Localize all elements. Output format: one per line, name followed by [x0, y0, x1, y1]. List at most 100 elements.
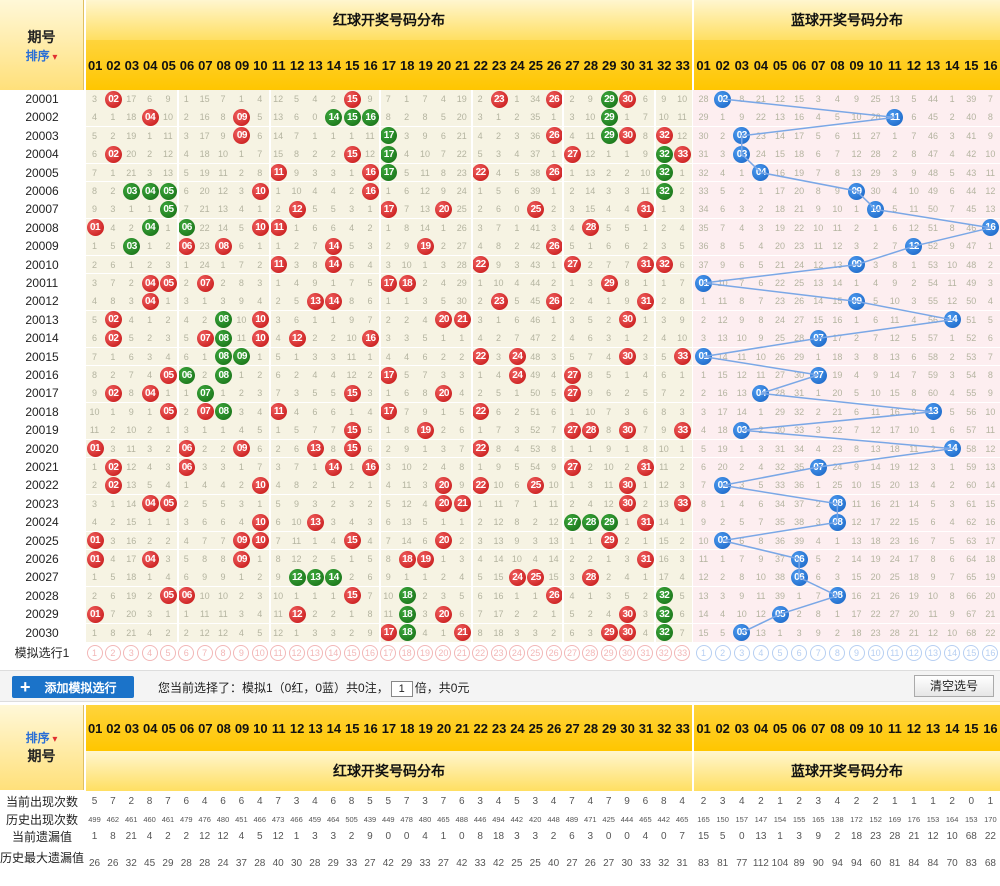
red-ball: 29	[600, 532, 618, 550]
simulate-blue-7[interactable]: 7	[810, 645, 827, 661]
red-ball: 20	[435, 495, 453, 513]
simulate-blue-8[interactable]: 8	[829, 645, 846, 661]
multiple-input[interactable]: 1	[390, 680, 413, 697]
draw-row: 20024 4 2 15 1 1 3 6 6 4 10 6 10 13 3 4 3 6 13 5 1 1 2 12 8 2 12 27…	[0, 513, 1000, 532]
simulate-red-2[interactable]: 2	[104, 645, 121, 661]
blue-miss-value: 10	[851, 112, 862, 123]
simulate-red-3[interactable]: 3	[123, 645, 140, 661]
simulate-red-21[interactable]: 21	[453, 645, 470, 661]
blue-miss-value: 15	[985, 498, 996, 509]
simulate-red-14[interactable]: 14	[325, 645, 342, 661]
stat-red-value: 0	[624, 831, 630, 842]
simulate-red-8[interactable]: 8	[215, 645, 232, 661]
simulate-red-27[interactable]: 27	[563, 645, 580, 661]
simulate-red-17[interactable]: 17	[380, 645, 397, 661]
red-ball: 10	[251, 219, 269, 237]
red-number-footer: 01 02 03 04 05 06 07 08 09 10 11 12 13 14 15 16 17 18 19 20…	[86, 705, 692, 751]
simulate-red-23[interactable]: 23	[490, 645, 507, 661]
miss-value: 26	[456, 222, 467, 233]
period-cell: 20002	[25, 110, 59, 125]
simulate-red-13[interactable]: 13	[306, 645, 323, 661]
miss-value: 2	[514, 112, 520, 123]
simulate-red-26[interactable]: 26	[545, 645, 562, 661]
simulate-red-19[interactable]: 19	[417, 645, 434, 661]
miss-value: 10	[162, 112, 173, 123]
simulate-red-22[interactable]: 22	[472, 645, 489, 661]
simulate-blue-10[interactable]: 10	[867, 645, 884, 661]
simulate-blue-11[interactable]: 11	[886, 645, 903, 661]
miss-value: 9	[367, 94, 373, 104]
simulate-red-18[interactable]: 18	[398, 645, 415, 661]
simulate-red-31[interactable]: 31	[637, 645, 654, 661]
add-simulation-row-button[interactable]: + 添加模拟选行	[12, 676, 134, 698]
simulate-red-11[interactable]: 11	[270, 645, 287, 661]
draw-row: 20006 8 2 03 04 05 6 20 12 3 10 1 10 4 4 2 16 1 6 12 9 24 1 5 6 3…	[0, 182, 1000, 200]
miss-value: 1	[312, 590, 318, 601]
period-cell: 20008	[25, 220, 59, 235]
red-row-background	[86, 292, 692, 311]
sort-toggle-bottom[interactable]: 排序	[26, 729, 58, 746]
simulate-blue-5[interactable]: 5	[772, 645, 788, 661]
blue-miss-value: 13	[985, 204, 996, 215]
blue-miss-value: 12	[698, 572, 709, 583]
simulate-red-9[interactable]: 9	[233, 645, 250, 661]
simulate-blue-12[interactable]: 12	[905, 645, 922, 661]
simulate-red-28[interactable]: 28	[582, 645, 599, 661]
miss-value: 4	[293, 278, 299, 288]
simulate-blue-3[interactable]: 3	[733, 645, 750, 661]
blue-miss-value: 5	[758, 259, 764, 270]
blue-miss-value: 9	[873, 370, 879, 380]
simulate-red-1[interactable]: 1	[86, 645, 103, 661]
miss-value: 6	[128, 351, 134, 362]
blue-miss-value: 25	[774, 333, 785, 344]
simulate-red-32[interactable]: 32	[655, 645, 672, 661]
simulate-blue-14[interactable]: 14	[944, 645, 961, 661]
simulate-blue-15[interactable]: 15	[963, 645, 980, 661]
simulate-red-16[interactable]: 16	[361, 645, 378, 661]
red-ball: 15	[343, 421, 361, 439]
blue-miss-value: 12	[774, 94, 785, 104]
miss-value: 6	[257, 130, 263, 141]
simulate-blue-2[interactable]: 2	[714, 645, 731, 661]
red-number-footer-12: 12	[289, 720, 305, 736]
simulate-red-29[interactable]: 29	[600, 645, 617, 661]
miss-value: 2	[238, 388, 244, 399]
simulate-blue-9[interactable]: 9	[848, 645, 865, 661]
red-ball: 11	[270, 256, 288, 274]
stat-red-value: 12	[272, 831, 284, 842]
simulate-blue-6[interactable]: 6	[791, 645, 808, 661]
clear-selection-button[interactable]: 清空选号	[914, 675, 994, 697]
simulate-red-33[interactable]: 33	[674, 645, 691, 661]
sort-toggle[interactable]: 排序	[26, 47, 58, 64]
red-ball: 17	[380, 274, 398, 292]
miss-value: 1	[587, 535, 593, 546]
blue-miss-value: 26	[774, 351, 785, 362]
simulate-red-12[interactable]: 12	[288, 645, 305, 661]
red-ball: 29	[600, 513, 618, 531]
simulate-red-20[interactable]: 20	[435, 645, 452, 661]
blue-miss-value: 8	[700, 498, 706, 509]
blue-miss-value: 10	[908, 425, 919, 436]
miss-value: 8	[495, 241, 501, 252]
simulate-blue-4[interactable]: 4	[752, 645, 769, 661]
simulate-red-5[interactable]: 5	[159, 645, 176, 661]
simulate-red-6[interactable]: 6	[178, 645, 195, 661]
draw-row: 20030 1 8 21 4 2 2 12 12 4 5 12 1 3 3 2 9 17 18 4 1 21 8 18 3 3 2 6…	[0, 623, 1000, 642]
blue-number-footer-08: 08	[830, 720, 845, 736]
blue-miss-value: 2	[949, 480, 955, 491]
simulate-blue-16[interactable]: 16	[982, 645, 999, 661]
simulate-red-4[interactable]: 4	[141, 645, 158, 661]
miss-value: 5	[312, 204, 318, 215]
blue-miss-value: 16	[832, 314, 843, 325]
simulate-blue-1[interactable]: 1	[695, 645, 712, 661]
miss-value: 2	[514, 609, 520, 620]
simulate-red-7[interactable]: 7	[196, 645, 213, 661]
simulate-blue-13[interactable]: 13	[925, 645, 941, 661]
simulate-red-30[interactable]: 30	[619, 645, 636, 661]
miss-value: 7	[422, 94, 428, 104]
simulate-red-25[interactable]: 25	[527, 645, 544, 661]
miss-value: 39	[530, 186, 541, 196]
simulate-red-24[interactable]: 24	[508, 645, 525, 661]
simulate-red-15[interactable]: 15	[343, 645, 360, 661]
simulate-red-10[interactable]: 10	[251, 645, 268, 661]
